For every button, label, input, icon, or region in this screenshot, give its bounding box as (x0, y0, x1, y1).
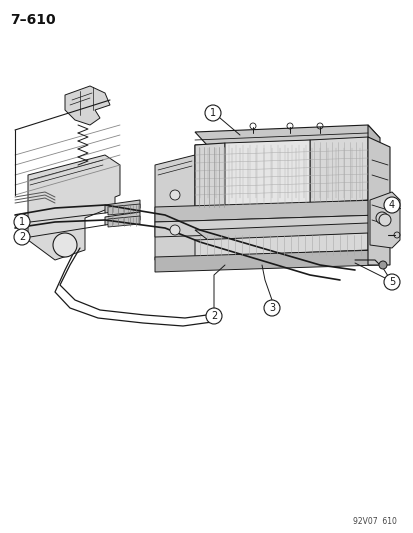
Polygon shape (105, 200, 140, 213)
Polygon shape (195, 138, 367, 207)
Text: 92V07  610: 92V07 610 (352, 518, 396, 527)
Polygon shape (195, 125, 379, 145)
Text: 1: 1 (19, 217, 25, 227)
Circle shape (206, 308, 221, 324)
Polygon shape (105, 212, 140, 225)
Text: 3: 3 (268, 303, 274, 313)
Polygon shape (367, 137, 389, 265)
Polygon shape (65, 86, 110, 125)
Polygon shape (369, 192, 399, 248)
Polygon shape (367, 125, 379, 200)
Circle shape (378, 261, 386, 269)
Text: 2: 2 (19, 232, 25, 242)
Text: 1: 1 (209, 108, 216, 118)
Text: 7–610: 7–610 (10, 13, 55, 27)
Circle shape (53, 233, 77, 257)
Polygon shape (224, 140, 309, 207)
Circle shape (383, 197, 399, 213)
Polygon shape (154, 200, 379, 222)
Polygon shape (195, 143, 224, 209)
Polygon shape (108, 204, 140, 215)
Circle shape (204, 105, 221, 121)
Circle shape (383, 274, 399, 290)
Circle shape (375, 212, 387, 224)
Polygon shape (195, 233, 367, 257)
Polygon shape (154, 250, 379, 272)
Circle shape (14, 229, 30, 245)
Polygon shape (154, 155, 209, 260)
Circle shape (170, 225, 180, 235)
Text: 2: 2 (210, 311, 216, 321)
Circle shape (14, 214, 30, 230)
Text: 4: 4 (388, 200, 394, 210)
Circle shape (378, 214, 390, 226)
Text: 5: 5 (388, 277, 394, 287)
Polygon shape (309, 137, 367, 203)
Polygon shape (108, 216, 140, 227)
Circle shape (263, 300, 279, 316)
Polygon shape (195, 223, 379, 240)
Polygon shape (154, 215, 379, 237)
Polygon shape (28, 155, 120, 260)
Circle shape (170, 190, 180, 200)
